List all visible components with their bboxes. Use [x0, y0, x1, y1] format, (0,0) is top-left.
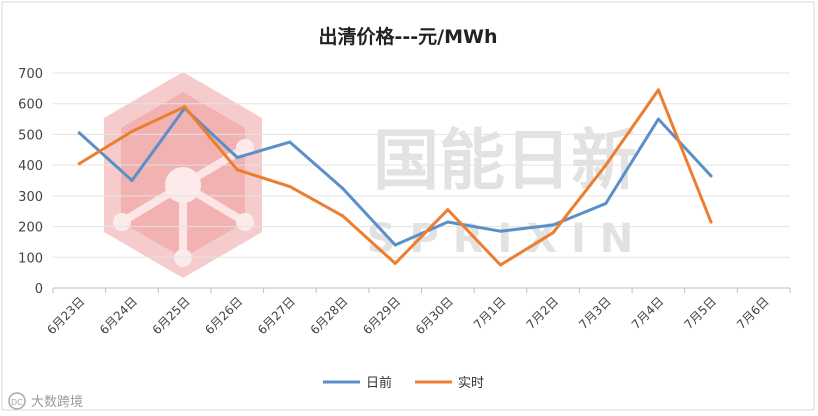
realtime-point-2 — [183, 105, 187, 109]
legend-label-realtime: 实时 — [458, 376, 484, 391]
realtime-point-10 — [604, 163, 608, 167]
day-ahead-point-10 — [604, 202, 608, 205]
realtime-point-11 — [656, 88, 660, 92]
y-tick-label: 600 — [18, 98, 43, 113]
legend: 日前 实时 — [323, 375, 484, 391]
day-ahead-point-12 — [709, 174, 713, 178]
y-tick-label: 100 — [18, 251, 43, 266]
legend-label-day-ahead: 日前 — [366, 375, 392, 391]
day-ahead-point-3 — [235, 156, 239, 159]
realtime-point-5 — [341, 214, 344, 218]
realtime-point-9 — [551, 231, 555, 235]
realtime-point-6 — [393, 261, 397, 265]
realtime-point-8 — [499, 263, 502, 267]
day-ahead-point-5 — [341, 186, 344, 190]
day-ahead-point-7 — [446, 220, 450, 224]
day-ahead-point-1 — [130, 179, 134, 182]
corner-watermark-text: 大数跨境 — [31, 395, 83, 410]
day-ahead-point-11 — [656, 117, 660, 121]
watermark-brand-cn: 国能日新 — [373, 122, 637, 199]
y-tick-label: 500 — [18, 128, 43, 143]
y-tick-label: 300 — [18, 190, 43, 205]
day-ahead-point-4 — [288, 140, 292, 144]
day-ahead-point-0 — [77, 131, 81, 135]
y-tick-label: 400 — [18, 159, 43, 174]
y-axis-ticks: 0 100 200 300 400 500 600 700 — [18, 67, 43, 297]
realtime-point-12 — [709, 220, 713, 224]
series-layer — [77, 88, 713, 267]
corner-logo-text: DC — [11, 398, 23, 407]
y-tick-label: 200 — [18, 221, 43, 236]
corner-watermark: DC 大数跨境 — [8, 392, 83, 410]
y-tick-label: 700 — [18, 67, 43, 82]
day-ahead-point-8 — [499, 229, 502, 233]
corner-logo-icon — [8, 392, 26, 410]
y-tick-label: 0 — [35, 282, 43, 297]
realtime-point-4 — [288, 185, 292, 189]
grid-layer — [53, 72, 790, 289]
day-ahead-point-6 — [393, 243, 397, 247]
realtime-point-3 — [235, 168, 239, 172]
realtime-point-1 — [130, 129, 134, 133]
realtime-point-7 — [446, 208, 450, 212]
realtime-point-0 — [77, 162, 81, 166]
day-ahead-point-9 — [551, 223, 555, 227]
chart-title: 出清价格---元/MWh — [319, 25, 498, 48]
